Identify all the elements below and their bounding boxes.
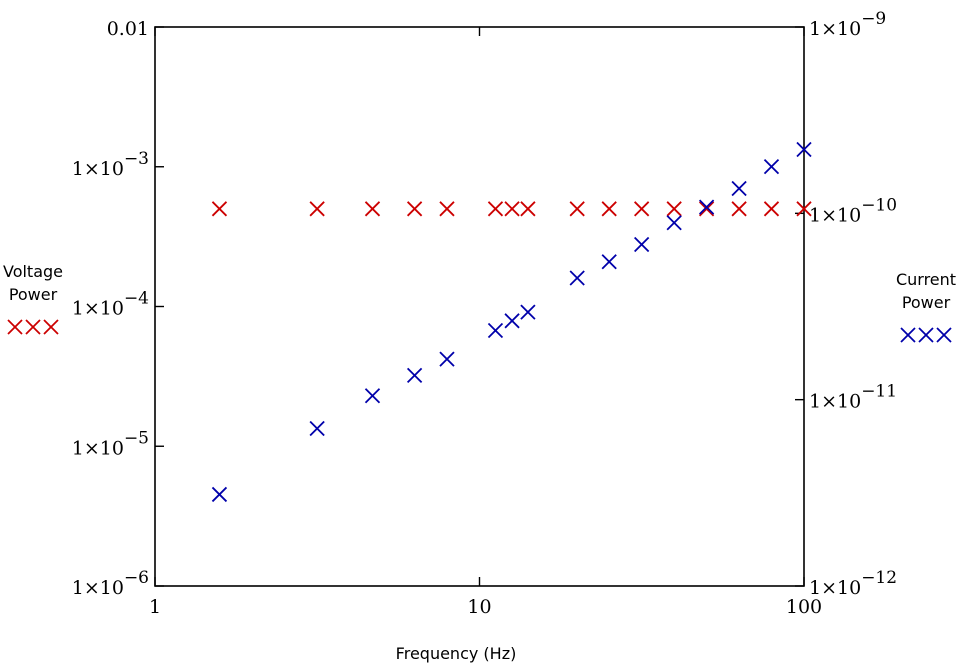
legend-marker: [7, 319, 23, 335]
legend-label-line: Power: [902, 293, 951, 312]
right-tick-label: 1×10−10: [809, 195, 897, 226]
right-tick-label: 1×10−9: [809, 9, 886, 40]
legend-label-line: Current: [896, 270, 956, 289]
left-axis-ticks: 0.01 1×10−3 1×10−4 1×10−5 1×10−6: [72, 18, 164, 599]
voltage-power-point: [520, 201, 536, 217]
legend-voltage-power: Voltage Power: [3, 262, 63, 335]
current-power-point: [698, 199, 715, 215]
current-power-point: [439, 351, 455, 367]
current-power-point: [731, 180, 747, 197]
current-power-point: [211, 486, 228, 503]
plot-area: [154, 26, 805, 587]
legend-marker: [918, 327, 934, 343]
legend-label-line: Power: [9, 285, 58, 304]
right-tick-label: 1×10−11: [809, 382, 897, 413]
current-power-point: [601, 254, 617, 270]
current-power-point: [520, 304, 536, 320]
legend-marker: [43, 319, 59, 335]
left-tick-label: 0.01: [107, 18, 149, 40]
voltage-power-point: [309, 201, 325, 217]
voltage-power-point: [364, 201, 381, 217]
legend-marker: [25, 319, 41, 335]
left-tick-label: 1×10−6: [72, 568, 149, 599]
current-power-point: [666, 215, 682, 231]
legend-label-line: Voltage: [3, 262, 63, 281]
plot-frame: [154, 26, 805, 587]
legend-marker: [936, 327, 952, 343]
voltage-power-point: [504, 201, 520, 217]
voltage-power-point: [796, 201, 812, 217]
legend-marker: [900, 327, 916, 343]
voltage-power-point: [731, 201, 747, 217]
legend-current-power: Current Power: [896, 270, 956, 343]
current-power-point: [364, 388, 381, 404]
current-power-point: [406, 367, 423, 384]
x-axis-ticks: 1 10 100: [149, 27, 822, 618]
right-tick-label: 1×10−12: [809, 568, 897, 599]
voltage-power-point: [698, 201, 715, 217]
voltage-power-point: [569, 201, 585, 217]
right-axis-ticks: 1×10−9 1×10−10 1×10−11 1×10−12: [795, 9, 897, 599]
voltage-power-point: [666, 201, 682, 217]
left-tick-label: 1×10−4: [72, 289, 149, 320]
voltage-power-point: [406, 201, 423, 217]
x-tick-label: 1: [149, 596, 161, 618]
x-axis-label: Frequency (Hz): [396, 644, 517, 663]
current-power-point: [796, 141, 812, 158]
chart-markers: [211, 141, 812, 503]
voltage-power-point: [763, 201, 780, 217]
left-tick-label: 1×10−5: [72, 428, 149, 459]
voltage-power-point: [211, 201, 228, 217]
voltage-power-point: [634, 201, 650, 217]
x-tick-label: 100: [786, 596, 822, 618]
current-power-point: [763, 159, 780, 175]
voltage-power-point: [487, 201, 504, 217]
voltage-power-point: [439, 201, 455, 217]
current-power-point: [487, 322, 504, 339]
current-power-point: [634, 236, 650, 253]
voltage-power-point: [601, 201, 617, 217]
x-tick-label: 10: [467, 596, 491, 618]
current-power-point: [309, 420, 325, 437]
left-tick-label: 1×10−3: [72, 149, 149, 180]
current-power-point: [569, 270, 585, 286]
current-power-point: [504, 313, 520, 329]
